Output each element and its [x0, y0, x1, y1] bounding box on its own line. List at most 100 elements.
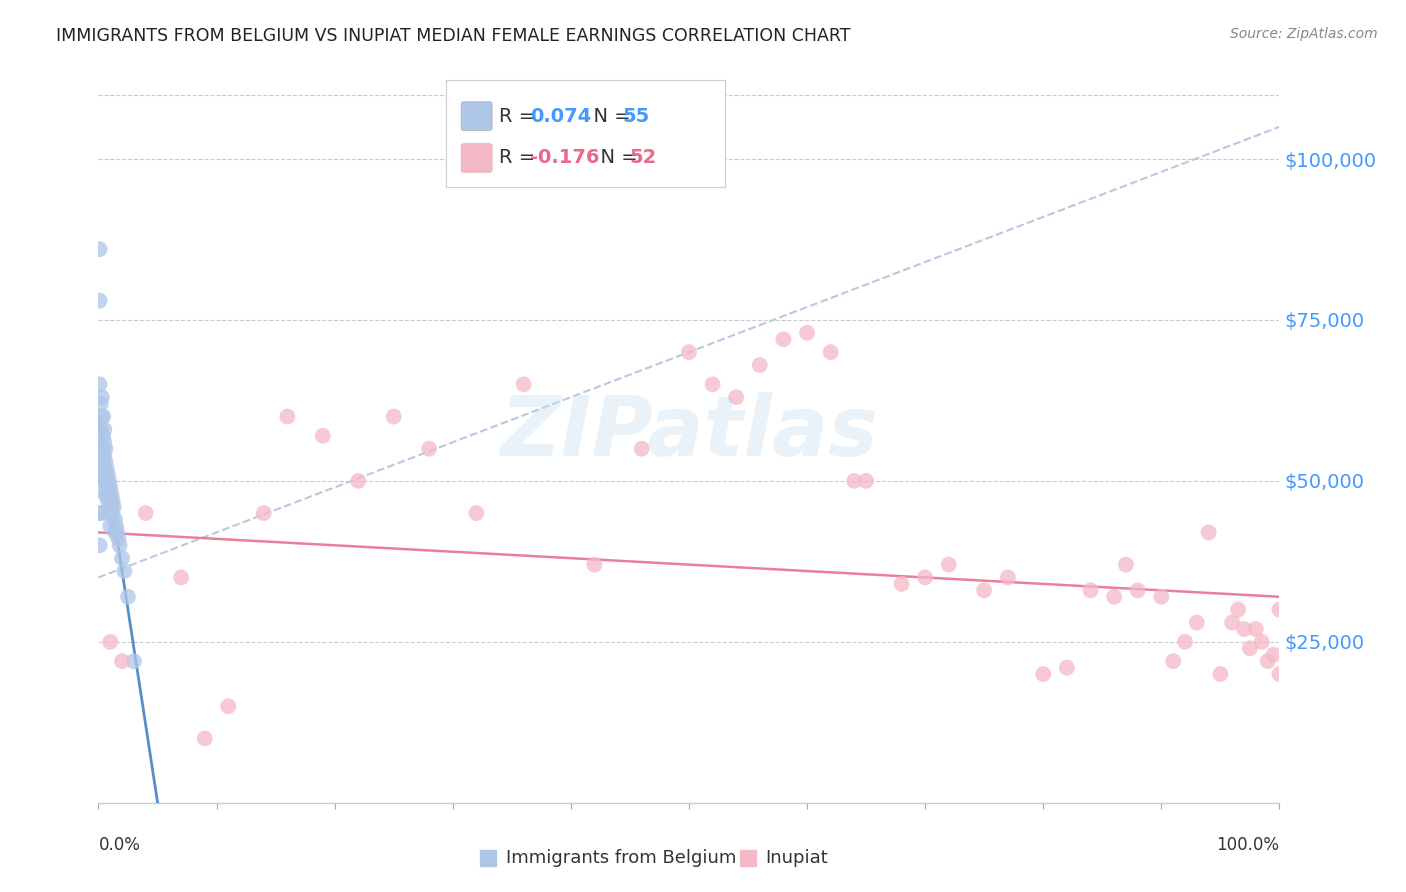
Point — [418, 442, 440, 456]
Point — [844, 474, 866, 488]
Point — [98, 635, 121, 649]
Point — [253, 506, 276, 520]
Point — [89, 538, 111, 552]
Point — [103, 500, 125, 514]
Text: R =: R = — [499, 148, 541, 168]
Point — [89, 506, 111, 520]
Point — [96, 487, 118, 501]
Point — [938, 558, 960, 572]
Point — [105, 525, 128, 540]
Point — [104, 525, 127, 540]
Point — [90, 422, 112, 436]
Point — [217, 699, 239, 714]
Text: 0.0%: 0.0% — [98, 836, 141, 855]
Point — [117, 590, 139, 604]
Point — [93, 474, 115, 488]
Point — [104, 512, 127, 526]
Point — [820, 345, 842, 359]
Point — [98, 474, 121, 488]
Point — [1250, 635, 1272, 649]
Point — [725, 390, 748, 404]
Point — [93, 461, 115, 475]
Point — [93, 422, 115, 436]
Point — [1209, 667, 1232, 681]
Point — [1244, 622, 1267, 636]
Point — [855, 474, 877, 488]
Point — [194, 731, 217, 746]
Point — [112, 564, 135, 578]
Point — [1032, 667, 1054, 681]
Point — [111, 654, 134, 668]
Text: -0.176: -0.176 — [530, 148, 599, 168]
Point — [90, 397, 112, 411]
Point — [94, 467, 117, 482]
Text: Immigrants from Belgium: Immigrants from Belgium — [506, 849, 737, 867]
Point — [93, 435, 115, 450]
Point — [93, 487, 115, 501]
Text: Source: ZipAtlas.com: Source: ZipAtlas.com — [1230, 27, 1378, 41]
Point — [91, 409, 114, 424]
Text: 52: 52 — [630, 148, 657, 168]
Point — [997, 570, 1019, 584]
Point — [97, 480, 120, 494]
Text: 100.0%: 100.0% — [1216, 836, 1279, 855]
Point — [90, 442, 112, 456]
Point — [107, 532, 129, 546]
Point — [94, 442, 117, 456]
Text: 55: 55 — [623, 106, 650, 126]
Point — [96, 474, 118, 488]
Point — [1268, 667, 1291, 681]
Point — [1263, 648, 1285, 662]
Point — [583, 558, 606, 572]
Point — [97, 493, 120, 508]
Point — [93, 448, 115, 462]
Point — [630, 442, 652, 456]
Point — [382, 409, 405, 424]
Text: ZIPatlas: ZIPatlas — [501, 392, 877, 473]
Point — [91, 390, 114, 404]
Point — [98, 519, 121, 533]
Point — [678, 345, 700, 359]
Point — [91, 454, 114, 468]
Point — [748, 358, 770, 372]
Point — [796, 326, 818, 340]
Point — [347, 474, 370, 488]
Point — [1233, 622, 1256, 636]
Point — [98, 493, 121, 508]
Point — [89, 293, 111, 308]
Point — [1239, 641, 1261, 656]
Point — [135, 506, 157, 520]
Point — [89, 242, 111, 256]
Point — [91, 474, 114, 488]
Point — [1220, 615, 1243, 630]
Point — [97, 467, 120, 482]
Point — [111, 551, 134, 566]
Point — [100, 487, 122, 501]
Point — [477, 796, 499, 810]
Point — [98, 506, 121, 520]
Point — [108, 538, 131, 552]
Point — [90, 506, 112, 520]
Point — [101, 506, 124, 520]
Point — [312, 429, 335, 443]
Point — [98, 480, 121, 494]
Point — [91, 461, 114, 475]
Text: N =: N = — [588, 148, 644, 168]
Point — [973, 583, 995, 598]
Point — [91, 409, 114, 424]
Point — [1268, 602, 1291, 616]
Point — [512, 377, 534, 392]
Point — [91, 442, 114, 456]
Text: N =: N = — [581, 106, 637, 126]
Text: Inupiat: Inupiat — [766, 849, 828, 867]
Text: IMMIGRANTS FROM BELGIUM VS INUPIAT MEDIAN FEMALE EARNINGS CORRELATION CHART: IMMIGRANTS FROM BELGIUM VS INUPIAT MEDIA… — [56, 27, 851, 45]
Point — [98, 487, 121, 501]
Point — [91, 442, 114, 456]
Point — [105, 519, 128, 533]
Point — [91, 429, 114, 443]
Point — [465, 506, 488, 520]
Point — [772, 332, 794, 346]
Point — [1056, 660, 1078, 674]
Point — [96, 461, 118, 475]
Point — [1161, 654, 1184, 668]
